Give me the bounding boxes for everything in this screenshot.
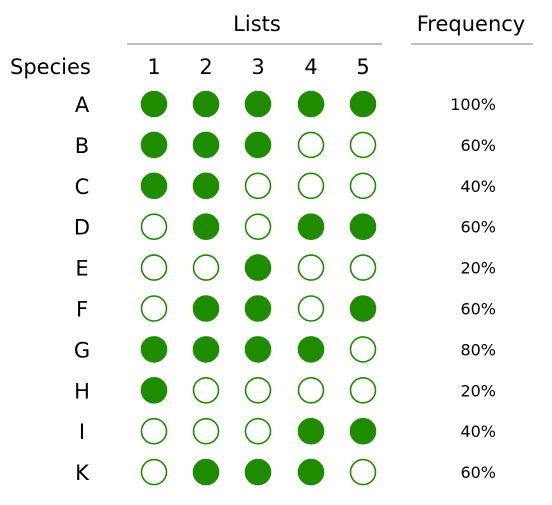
frequency-header: Frequency <box>417 12 526 36</box>
species-label: A <box>75 93 90 117</box>
frequency-value: 60% <box>460 300 496 319</box>
absent-marker <box>349 131 377 159</box>
present-marker <box>349 417 377 445</box>
present-marker <box>297 213 325 240</box>
frequency-value: 80% <box>460 340 496 359</box>
absent-marker <box>140 295 168 322</box>
species-row-b: B 60% <box>75 131 496 159</box>
present-marker <box>297 336 325 363</box>
species-label: K <box>75 461 90 485</box>
present-marker <box>192 172 220 200</box>
frequency-value: 60% <box>460 463 496 482</box>
present-marker <box>140 131 168 159</box>
absent-marker <box>349 172 377 200</box>
absent-marker <box>140 417 168 445</box>
absent-marker <box>349 336 377 363</box>
present-marker <box>349 90 377 118</box>
present-marker <box>244 295 272 322</box>
list-number-1: 1 <box>147 55 160 79</box>
absent-marker <box>297 254 325 281</box>
absent-marker <box>140 213 168 240</box>
absent-marker <box>244 417 272 445</box>
list-number-4: 4 <box>304 55 317 79</box>
species-row-h: H 20% <box>74 376 496 404</box>
present-marker <box>140 172 168 200</box>
present-marker <box>192 131 220 159</box>
lists-header: Lists <box>233 12 281 36</box>
absent-marker <box>349 254 377 281</box>
species-row-e: E 20% <box>75 254 496 281</box>
present-marker <box>140 90 168 118</box>
absent-marker <box>192 417 220 445</box>
species-row-c: C 40% <box>75 172 496 200</box>
absent-marker <box>140 254 168 281</box>
species-row-i: I 40% <box>79 417 496 445</box>
frequency-value: 20% <box>460 259 496 278</box>
present-marker <box>244 458 272 486</box>
frequency-value: 60% <box>460 218 496 237</box>
species-row-a: A 100% <box>75 90 496 118</box>
present-marker <box>192 336 220 363</box>
present-marker <box>297 90 325 118</box>
species-row-f: F 60% <box>76 295 496 322</box>
species-header: Species <box>10 55 91 79</box>
frequency-value: 40% <box>460 177 496 196</box>
absent-marker <box>349 376 377 404</box>
species-label: G <box>74 338 90 362</box>
list-number-3: 3 <box>251 55 264 79</box>
species-label: F <box>76 298 88 322</box>
species-label: I <box>79 420 85 444</box>
absent-marker <box>349 458 377 486</box>
absent-marker <box>297 376 325 404</box>
absent-marker <box>297 295 325 322</box>
frequency-value: 60% <box>460 136 496 155</box>
species-row-g: G 80% <box>74 336 496 363</box>
absent-marker <box>244 172 272 200</box>
species-row-k: K 60% <box>75 458 496 486</box>
present-marker <box>244 131 272 159</box>
absent-marker <box>244 376 272 404</box>
present-marker <box>349 295 377 322</box>
frequency-value: 20% <box>460 381 496 400</box>
present-marker <box>140 376 168 404</box>
absent-marker <box>297 172 325 200</box>
absent-marker <box>192 254 220 281</box>
absent-marker <box>244 213 272 240</box>
species-label: D <box>74 216 90 240</box>
species-row-d: D 60% <box>74 213 496 240</box>
species-label: H <box>74 379 90 403</box>
species-label: C <box>75 175 90 199</box>
absent-marker <box>192 376 220 404</box>
species-rows: A 100% B 60% C 40% D 60% E 20% F 60% G 80% H 20% I 40% K 60… <box>74 90 496 486</box>
present-marker <box>349 213 377 240</box>
present-marker <box>192 458 220 486</box>
absent-marker <box>297 131 325 159</box>
list-number-row: 1 2 3 4 5 <box>147 55 369 79</box>
list-number-2: 2 <box>199 55 212 79</box>
list-number-5: 5 <box>356 55 369 79</box>
frequency-value: 40% <box>460 422 496 441</box>
absent-marker <box>140 458 168 486</box>
present-marker <box>244 336 272 363</box>
present-marker <box>244 90 272 118</box>
present-marker <box>192 295 220 322</box>
species-label: E <box>75 257 88 281</box>
present-marker <box>297 417 325 445</box>
species-label: B <box>75 134 89 158</box>
present-marker <box>297 458 325 486</box>
frequency-value: 100% <box>450 95 496 114</box>
present-marker <box>140 336 168 363</box>
present-marker <box>244 254 272 281</box>
present-marker <box>192 90 220 118</box>
present-marker <box>192 213 220 240</box>
